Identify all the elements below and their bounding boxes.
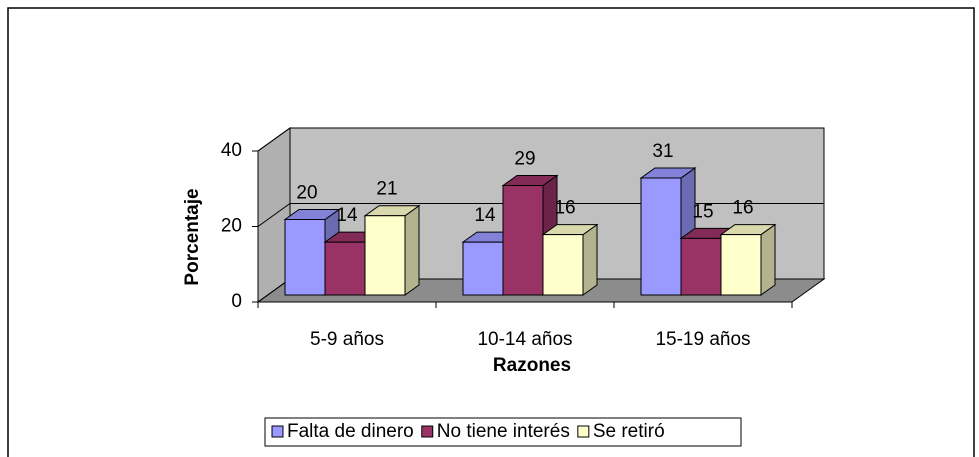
bar-side [760,223,776,296]
value-label: 20 [296,183,317,204]
bar [680,237,722,296]
bar [324,241,366,296]
bar [542,234,584,296]
legend-swatch [421,425,434,438]
value-label: 14 [474,205,496,226]
bar-side [404,204,420,296]
value-label: 21 [376,179,397,200]
value-label: 16 [732,198,753,219]
legend-swatch [271,425,284,438]
value-label: 15 [692,201,713,222]
grid-line [257,127,824,152]
bar-side [582,223,598,296]
y-tick-label: 20 [221,216,242,237]
value-label: 31 [652,141,673,162]
y-tick-label: 0 [231,291,242,312]
bar [364,215,406,296]
value-label: 14 [336,205,358,226]
bar [640,177,682,296]
legend-swatch [577,425,590,438]
x-axis-title: Razones [493,355,571,376]
bar [720,234,762,296]
legend-box [264,417,742,447]
value-label: 16 [554,198,575,219]
x-tick-label: 10-14 años [477,329,572,350]
y-tick-label: 40 [221,140,242,161]
value-label: 29 [514,149,535,170]
legend-label: No tiene interés [437,421,570,442]
x-tick-label: 5-9 años [310,329,384,350]
x-tick-label: 15-19 años [655,329,750,350]
bar [462,241,504,296]
legend-label: Falta de dinero [287,421,414,442]
y-axis-title: Porcentaje [182,188,203,285]
legend-label: Se retiró [593,421,665,442]
bar [284,219,326,296]
bar [502,185,544,296]
